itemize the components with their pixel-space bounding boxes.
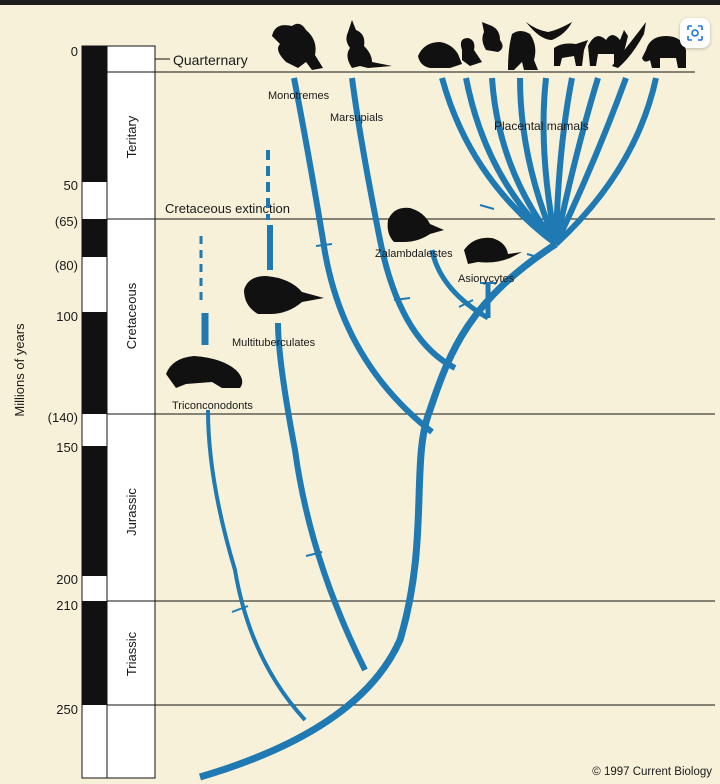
lineage-labels: Monotremes Marsupials Placental mamals Z… [172, 90, 589, 412]
marsupial-branch [349, 77, 457, 371]
placental-branch [553, 76, 629, 246]
asiorycytes-silhouette [464, 237, 522, 264]
triconodont-silhouette [166, 356, 243, 388]
period-label: Triassic [124, 631, 139, 676]
tick-label: 50 [64, 178, 78, 193]
placental-branch [463, 77, 559, 247]
dog-silhouette [554, 40, 588, 66]
extinction-tick [458, 299, 474, 308]
squirrel-silhouette [460, 38, 482, 66]
lens-search-icon [687, 25, 703, 41]
placental-branch [553, 77, 575, 245]
period-label: Teritary [124, 115, 139, 158]
lineage-label-monotremes: Monotremes [268, 90, 330, 102]
lineage-label-multituberculates: Multituberculates [232, 337, 316, 349]
quaternary-label: Quarternary [173, 52, 248, 68]
lineage-label-triconodonts: Triconconodonts [172, 400, 253, 412]
rabbit-silhouette [482, 22, 503, 52]
placental-branch [489, 77, 559, 246]
main-trunk [199, 241, 558, 781]
top-border [0, 0, 720, 5]
placental-branch [553, 77, 601, 245]
tick-label: 250 [56, 702, 78, 717]
tick-label: 150 [56, 440, 78, 455]
tick-labels: 0 50 (65) (80) 100 (140) 150 200 210 250 [48, 44, 78, 717]
branches [199, 76, 659, 781]
zalambdalestes-silhouette [387, 207, 444, 242]
animal-silhouettes [166, 20, 686, 388]
platypus-silhouette [272, 23, 323, 70]
lineage-label-asiorycytes: Asiorycytes [458, 273, 515, 285]
extinction-tick [315, 243, 333, 247]
tick-label: 200 [56, 572, 78, 587]
kangaroo-silhouette [346, 20, 392, 68]
placental-branch [517, 77, 559, 246]
zalambdalestes-branch [429, 249, 490, 321]
extinction-tick [231, 605, 249, 613]
extinction-label: Cretaceous extinction [165, 201, 290, 216]
triconodont-branch [206, 409, 307, 722]
ape-silhouette [508, 31, 538, 70]
period-label: Cretaceous [124, 282, 139, 349]
placental-branch [540, 77, 559, 245]
lineage-label-marsupials: Marsupials [330, 112, 384, 124]
tick-label: 210 [56, 598, 78, 613]
dolphin-silhouette [612, 22, 646, 68]
extinction-tick [393, 297, 411, 301]
lens-search-button[interactable] [680, 18, 710, 48]
extinction-tick [305, 551, 323, 557]
period-label: Jurassic [124, 488, 139, 536]
tick-label: 100 [56, 309, 78, 324]
camel-silhouette [588, 30, 628, 66]
hedgehog-silhouette [418, 42, 462, 68]
copyright-text: © 1997 Current Biology [592, 766, 712, 778]
tick-label: (140) [48, 410, 78, 425]
bat-silhouette [526, 22, 572, 40]
placental-branch [553, 77, 659, 247]
tick-label: (80) [55, 258, 78, 273]
tick-label: 0 [71, 44, 78, 59]
elephant-silhouette [642, 36, 686, 68]
multituberculate-silhouette [244, 276, 324, 314]
axis-label: Millions of years [12, 323, 27, 417]
extinction-tick [479, 204, 495, 210]
time-scale-bar [81, 45, 108, 779]
multituberculate-branch [275, 322, 368, 672]
lineage-label-placentals: Placental mamals [494, 119, 589, 133]
lineage-label-zalambdalestes: Zalambdalestes [375, 248, 453, 260]
extinction-tick [526, 253, 542, 259]
monotreme-branch [291, 77, 434, 435]
period-labels: Teritary Cretaceous Jurassic Triassic [124, 115, 139, 676]
tick-label: (65) [55, 214, 78, 229]
